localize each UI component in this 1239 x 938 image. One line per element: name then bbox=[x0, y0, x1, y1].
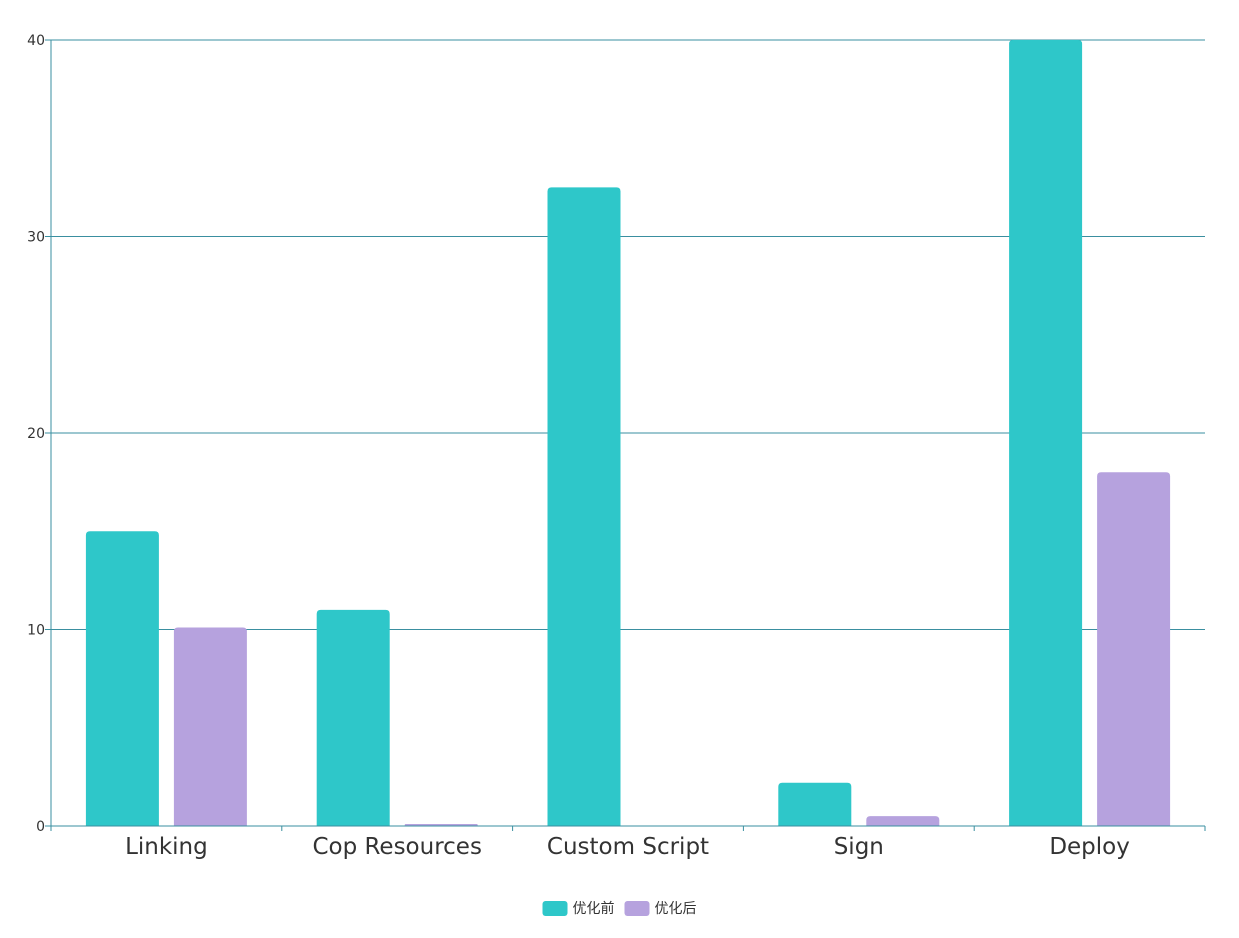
bar-cop-resources-series-1[interactable] bbox=[316, 609, 390, 826]
y-tick-label: 0 bbox=[36, 819, 45, 835]
bar-custom-script-series-1[interactable] bbox=[547, 187, 621, 826]
x-tick-labels: Linking Cop Resources Custom Script Sign Dep… bbox=[125, 834, 1130, 860]
bars bbox=[50, 40, 1206, 831]
bar-sign-series-2[interactable] bbox=[866, 816, 940, 826]
legend: 优化前 优化后 bbox=[542, 900, 697, 917]
axes bbox=[50, 40, 1205, 827]
y-tick-label: 40 bbox=[27, 33, 45, 49]
legend-swatch[interactable] bbox=[624, 901, 650, 916]
legend-swatch[interactable] bbox=[542, 901, 568, 916]
bar-deploy-series-2[interactable] bbox=[1097, 472, 1171, 826]
x-tick-label: Linking bbox=[125, 834, 208, 860]
x-tick-label: Custom Script bbox=[547, 834, 709, 860]
y-tick-labels: 0 10 20 30 40 bbox=[27, 33, 45, 835]
x-tick-label: Sign bbox=[834, 834, 884, 860]
bar-deploy-series-1[interactable] bbox=[1009, 40, 1083, 826]
y-tick-label: 20 bbox=[27, 426, 45, 442]
legend-label: 优化后 bbox=[655, 901, 697, 917]
bar-linking-series-2[interactable] bbox=[173, 627, 247, 826]
x-tick-label: Cop Resources bbox=[312, 834, 482, 860]
y-tick-label: 30 bbox=[27, 230, 45, 246]
y-tick-label: 10 bbox=[27, 623, 45, 639]
x-tick-label: Deploy bbox=[1049, 834, 1130, 860]
bar-linking-series-1[interactable] bbox=[85, 531, 159, 826]
legend-label: 优化前 bbox=[573, 900, 615, 917]
bar-sign-series-1[interactable] bbox=[778, 782, 852, 826]
